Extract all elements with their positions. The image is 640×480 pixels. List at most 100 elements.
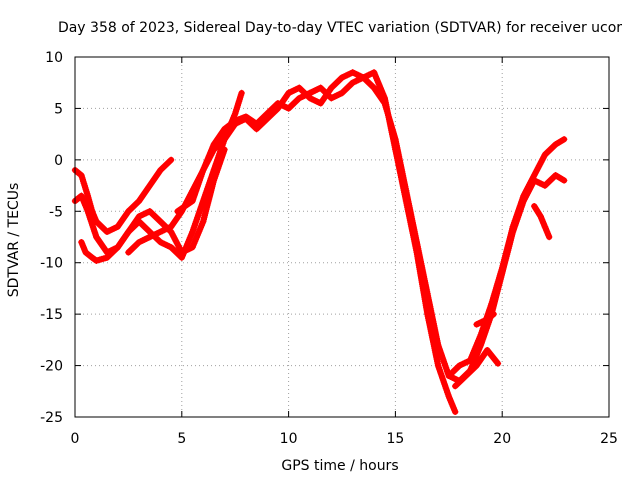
- data-point-marker: [238, 89, 245, 97]
- x-tick-label: 0: [71, 431, 80, 447]
- data-point-marker: [84, 250, 91, 257]
- data-point-marker: [273, 106, 280, 114]
- data-point-marker: [332, 80, 340, 87]
- data-point-marker: [461, 374, 468, 381]
- data-point-marker: [260, 118, 268, 125]
- data-point-marker: [267, 112, 274, 119]
- data-point-marker: [96, 221, 103, 228]
- series-track-8: [473, 310, 497, 328]
- data-point-marker: [145, 227, 152, 234]
- data-point-marker: [132, 241, 140, 249]
- x-tick-label: 25: [600, 431, 618, 447]
- data-point-marker: [137, 219, 144, 227]
- data-point-marker: [270, 109, 277, 117]
- data-point-marker: [108, 249, 115, 257]
- data-point-marker: [167, 244, 175, 251]
- data-point-marker: [453, 381, 460, 388]
- y-axis-label: SDTVAR / TECUs: [6, 183, 22, 298]
- x-tick-label: 10: [280, 431, 298, 447]
- data-point-marker: [73, 196, 80, 203]
- series-track-9: [531, 202, 553, 241]
- data-point-marker: [367, 81, 375, 89]
- data-point-marker: [459, 375, 467, 382]
- data-point-marker: [250, 122, 257, 130]
- data-point-marker: [544, 179, 552, 186]
- data-point-marker: [129, 203, 137, 211]
- data-point-marker: [455, 380, 462, 387]
- chart-title: Day 358 of 2023, Sidereal Day-to-day VTE…: [58, 20, 622, 36]
- data-point-marker: [550, 142, 558, 150]
- data-point-marker: [338, 89, 346, 97]
- data-point-marker: [134, 240, 141, 247]
- data-point-marker: [146, 208, 153, 215]
- data-point-marker: [166, 158, 173, 165]
- data-point-marker: [471, 363, 479, 371]
- data-point-marker: [560, 136, 568, 143]
- series-track-7: [452, 346, 502, 390]
- data-point-marker: [160, 221, 167, 228]
- data-point-marker: [138, 221, 146, 228]
- data-point-marker: [545, 233, 553, 241]
- data-point-marker: [337, 75, 344, 83]
- data-point-marker: [93, 218, 100, 225]
- data-point-marker: [268, 111, 276, 118]
- data-point-marker: [210, 146, 218, 153]
- data-point-marker: [451, 366, 459, 374]
- data-point-marker: [128, 205, 135, 212]
- data-point-marker: [494, 360, 502, 367]
- data-point-marker: [264, 115, 271, 122]
- data-point-marker: [447, 371, 454, 378]
- data-point-marker: [134, 199, 141, 206]
- data-point-marker: [163, 161, 170, 168]
- data-point-marker: [265, 114, 272, 121]
- data-point-marker: [100, 225, 108, 233]
- data-point-marker: [132, 200, 140, 208]
- data-point-marker: [488, 312, 496, 319]
- data-point-marker: [125, 208, 132, 215]
- data-point-marker: [170, 247, 178, 254]
- data-point-marker: [73, 168, 80, 175]
- data-point-marker: [82, 249, 89, 256]
- data-point-marker: [94, 219, 102, 227]
- data-point-marker: [154, 236, 161, 243]
- data-point-marker: [286, 103, 294, 111]
- data-point-marker: [484, 316, 491, 323]
- data-point-marker: [154, 215, 161, 222]
- data-point-marker: [546, 147, 553, 154]
- data-point-marker: [75, 169, 82, 176]
- data-point-marker: [285, 105, 292, 112]
- data-point-marker: [247, 119, 254, 127]
- data-point-marker: [151, 212, 158, 219]
- data-point-marker: [126, 247, 134, 255]
- data-point-marker: [454, 363, 462, 371]
- data-point-marker: [155, 216, 163, 224]
- data-point-marker: [112, 245, 120, 252]
- y-tick-label: -15: [40, 307, 63, 323]
- data-point-marker: [343, 85, 350, 92]
- data-point-marker: [259, 119, 266, 127]
- data-point-marker: [262, 116, 269, 124]
- data-point-marker: [294, 96, 301, 103]
- data-point-marker: [544, 148, 552, 155]
- data-point-marker: [131, 243, 138, 250]
- y-tick-label: -20: [40, 359, 63, 375]
- data-point-marker: [248, 121, 256, 128]
- data-point-marker: [305, 93, 312, 100]
- data-point-marker: [129, 244, 137, 252]
- data-point-marker: [560, 177, 568, 184]
- data-point-marker: [485, 314, 493, 322]
- data-point-marker: [299, 87, 306, 94]
- data-point-marker: [85, 251, 93, 259]
- data-points: [71, 69, 568, 416]
- data-point-marker: [288, 102, 295, 109]
- data-point-marker: [242, 115, 250, 122]
- data-point-marker: [450, 368, 457, 375]
- data-point-marker: [289, 100, 297, 108]
- data-point-marker: [445, 372, 452, 380]
- data-point-marker: [334, 78, 341, 86]
- data-point-marker: [363, 77, 370, 84]
- data-point-marker: [105, 252, 112, 260]
- data-point-marker: [300, 89, 308, 96]
- data-point-marker: [109, 248, 117, 255]
- data-point-marker: [546, 177, 553, 185]
